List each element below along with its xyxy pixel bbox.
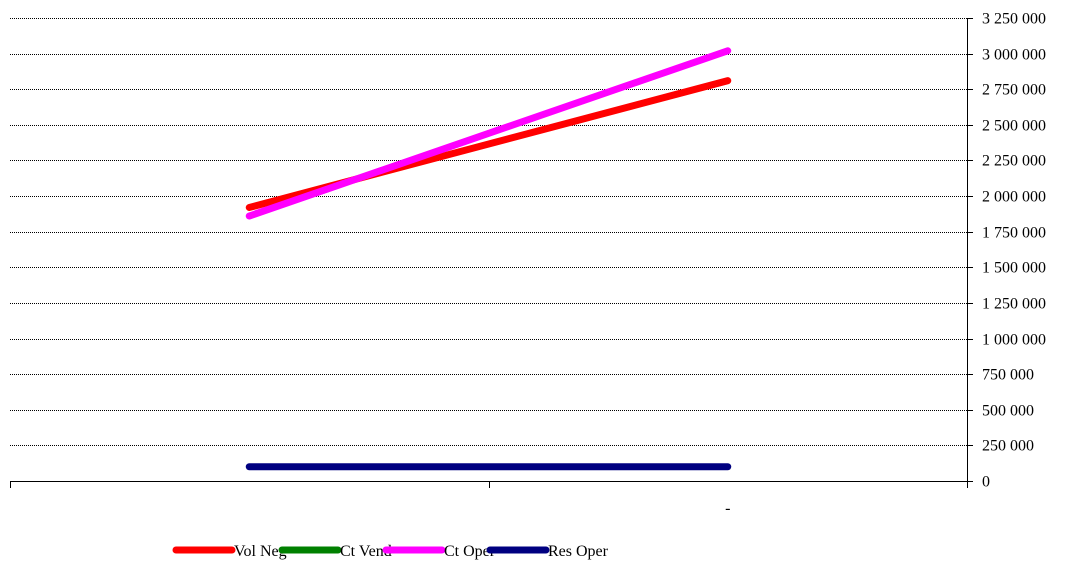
y-tick-label: 1 750 000 [982,225,1046,242]
y-tick-label: 1 500 000 [982,260,1046,277]
legend-label: Vol Neg [234,543,287,560]
y-tick-label: 0 [982,474,990,491]
series-line-ct-oper [245,47,732,220]
series-lines [245,47,732,471]
y-tick-label: 1 250 000 [982,296,1046,313]
legend-label: Ct Oper [444,543,496,560]
y-tick-label: 2 750 000 [982,82,1046,99]
y-tick-label: 500 000 [982,403,1034,420]
y-tick-label: 2 250 000 [982,153,1046,170]
axes: 0 250 000 500 000 750 000 1 000 000 1 250 000… [10,11,1046,517]
legend-label: Ct Vend [340,543,392,560]
y-tick-label: 3 000 000 [982,47,1046,64]
y-tick-label: 750 000 [982,367,1034,384]
legend: Vol Neg Ct Vend Ct Oper Res Oper [172,543,609,560]
x-tick-label: - [725,500,730,517]
y-tick-label: 250 000 [982,438,1034,455]
y-tick-label: 1 000 000 [982,332,1046,349]
legend-label: Res Oper [548,543,609,560]
y-tick-label: 2 000 000 [982,189,1046,206]
y-tick-label: 2 500 000 [982,118,1046,135]
gridlines [10,18,967,446]
y-tick-label: 3 250 000 [982,11,1046,28]
